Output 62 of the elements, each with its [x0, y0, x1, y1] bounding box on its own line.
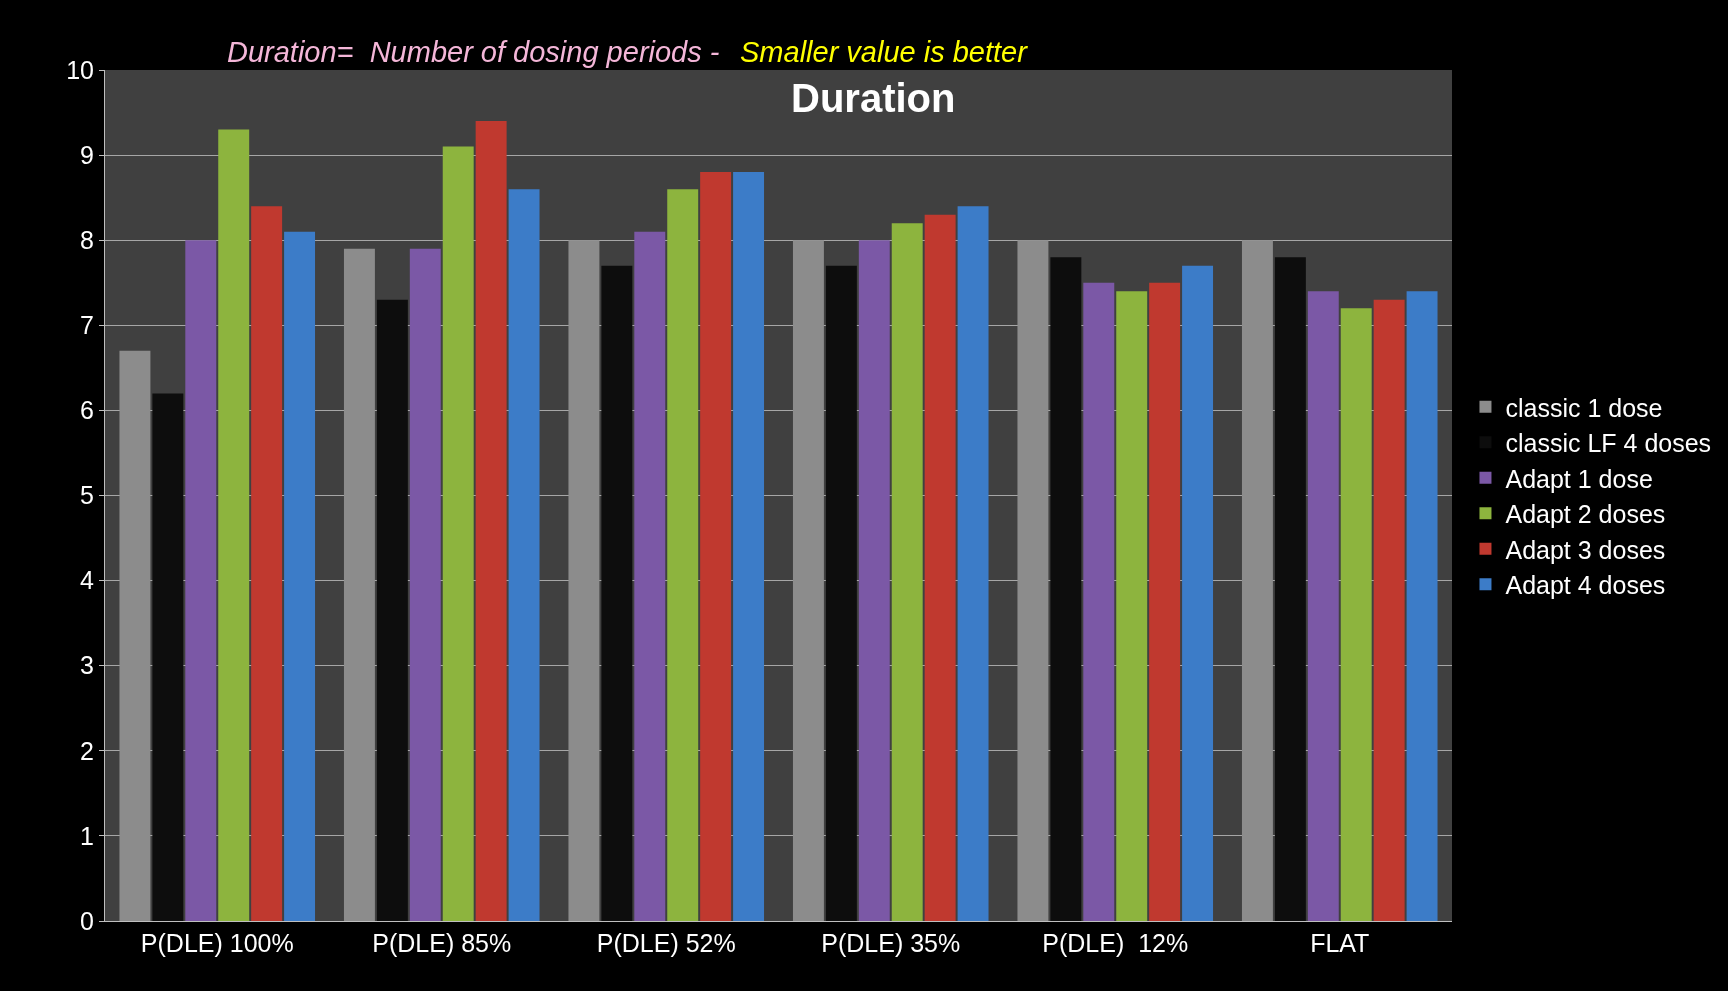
- bar: [119, 350, 151, 921]
- bar: [251, 206, 283, 921]
- y-tick-label: 10: [66, 55, 94, 84]
- x-tick-label: P(DLE) 12%: [1042, 929, 1189, 957]
- bar: [1307, 291, 1339, 921]
- bar: [185, 240, 217, 921]
- x-tick-label: P(DLE) 85%: [372, 929, 512, 957]
- x-tick-label: P(DLE) 100%: [140, 929, 294, 957]
- legend-label: Adapt 2 doses: [1505, 500, 1666, 528]
- bar: [700, 172, 732, 921]
- y-tick-label: 8: [80, 225, 94, 254]
- legend-label: Adapt 4 doses: [1505, 571, 1666, 599]
- bar: [891, 223, 923, 921]
- bar: [1149, 282, 1181, 921]
- bar: [284, 231, 316, 921]
- y-tick-label: 2: [80, 736, 94, 765]
- x-tick-label: FLAT: [1310, 929, 1370, 957]
- x-tick-label: P(DLE) 35%: [821, 929, 961, 957]
- legend-label: classic LF 4 doses: [1505, 429, 1712, 457]
- bar: [1340, 308, 1372, 921]
- y-tick-label: 4: [80, 566, 95, 595]
- bar: [825, 265, 857, 921]
- bar: [792, 240, 824, 921]
- legend-label: Adapt 3 doses: [1505, 535, 1666, 564]
- bar: [1241, 240, 1273, 921]
- bar: [568, 240, 600, 921]
- bar: [1182, 265, 1214, 921]
- bar: [409, 248, 441, 921]
- bar: [858, 240, 890, 921]
- bar: [733, 172, 765, 921]
- legend-label: Adapt 1 dose: [1505, 464, 1653, 493]
- bar: [1406, 291, 1438, 921]
- bar: [667, 189, 699, 921]
- bar: [343, 248, 375, 921]
- bar: [475, 121, 507, 921]
- bar: [1017, 240, 1049, 921]
- y-tick-label: 6: [80, 396, 94, 425]
- bar: [442, 146, 474, 921]
- bar: [924, 214, 956, 921]
- y-tick-label: 0: [80, 906, 94, 935]
- y-tick-label: 9: [80, 140, 94, 169]
- y-tick-label: 5: [80, 481, 94, 510]
- bar: [601, 265, 633, 921]
- bar: [376, 299, 408, 921]
- bar: [634, 231, 666, 921]
- y-tick-label: 3: [80, 651, 94, 680]
- text: Smaller value is better: [740, 36, 1029, 68]
- bar: [1274, 257, 1306, 921]
- text: Duration= Number of dosing periods -: [227, 36, 736, 68]
- y-tick-label: 7: [80, 311, 94, 340]
- bar: [152, 393, 184, 921]
- x-tick-label: P(DLE) 52%: [596, 929, 736, 957]
- bar: [957, 206, 989, 921]
- chart-title: Duration: [791, 76, 956, 120]
- y-tick-label: 1: [80, 821, 94, 850]
- bar: [1373, 299, 1405, 921]
- bar: [508, 189, 540, 921]
- bar: [1116, 291, 1148, 921]
- legend-label: classic 1 dose: [1505, 393, 1663, 422]
- bar: [1083, 282, 1115, 921]
- bar: [1050, 257, 1082, 921]
- bar: [218, 129, 250, 921]
